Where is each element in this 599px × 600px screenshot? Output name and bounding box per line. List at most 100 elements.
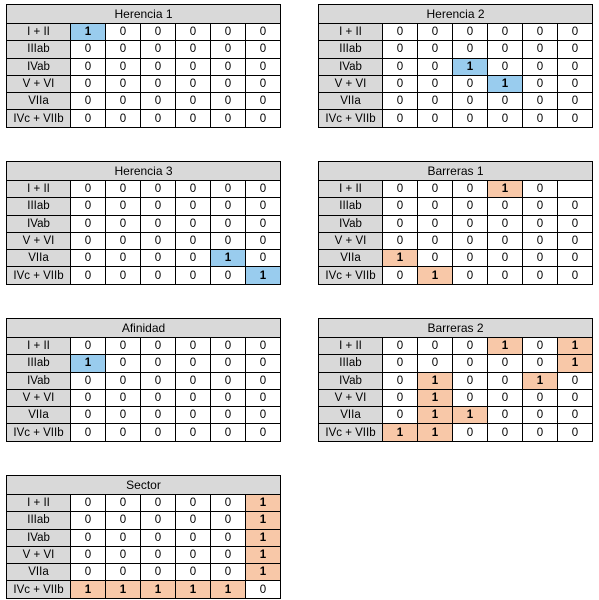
matrix-cell: 0: [140, 545, 176, 565]
matrix-cell: 0: [522, 388, 558, 408]
matrix-cell: 0: [210, 406, 246, 425]
matrix-cell: 0: [522, 336, 558, 356]
matrix-cell: 0: [105, 74, 141, 94]
row-label: I + II: [6, 22, 71, 42]
matrix-cell: 1: [452, 406, 488, 425]
matrix-cell: 0: [70, 40, 106, 59]
matrix-cell: 0: [140, 214, 176, 233]
matrix-cell: 0: [175, 336, 211, 356]
matrix-cell: 0: [245, 92, 281, 111]
matrix-cell: 0: [245, 580, 281, 599]
row-label: I + II: [6, 493, 71, 513]
matrix-cell: 0: [245, 354, 281, 373]
matrix-cell: 0: [245, 40, 281, 59]
matrix-row: V + VI 0 1 0 0 0 0: [318, 388, 593, 408]
matrix-cell: 0: [70, 231, 106, 251]
matrix-cell: 0: [382, 197, 418, 216]
matrix-cell: 0: [175, 109, 211, 128]
matrix-cell: 0: [452, 74, 488, 94]
row-label: VIIa: [318, 92, 383, 111]
matrix-cell: 0: [245, 388, 281, 408]
row-label: IVc + VIIb: [6, 423, 71, 442]
matrix-cell: 0: [140, 197, 176, 216]
matrix-cell: 0: [105, 197, 141, 216]
matrix-cell: 0: [557, 74, 593, 94]
matrix-cell: 0: [175, 92, 211, 111]
matrix-cell: 0: [105, 92, 141, 111]
matrix-cell: 0: [245, 179, 281, 199]
row-label: IIIab: [318, 197, 383, 216]
matrix-cell: 0: [140, 92, 176, 111]
row-label: I + II: [6, 179, 71, 199]
matrix-cell: 0: [452, 197, 488, 216]
matrix-row: V + VI 0 0 0 0 0 0: [6, 74, 281, 94]
matrix-cell: 0: [522, 40, 558, 59]
matrix-cell: 0: [245, 57, 281, 76]
matrix-cell: 0: [522, 179, 558, 199]
matrix-cell: 0: [210, 109, 246, 128]
matrix-cell: 0: [487, 197, 523, 216]
matrix-cell: 0: [487, 406, 523, 425]
matrix-cell: 0: [417, 354, 453, 373]
matrix-row: IVab 0 0 0 0 0 0: [318, 214, 593, 233]
matrix-cell: 0: [70, 197, 106, 216]
matrix-cell: 0: [382, 231, 418, 251]
matrix-cell: 0: [245, 336, 281, 356]
matrix-cell: 1: [245, 528, 281, 547]
matrix-cell: 0: [522, 406, 558, 425]
matrix-cell: 0: [210, 179, 246, 199]
matrix-row: IIIab 1 0 0 0 0 0: [6, 354, 281, 373]
matrix-row: VIIa 0 0 0 0 0 1: [6, 563, 281, 582]
matrix-cell: 0: [175, 563, 211, 582]
matrix-cell: 1: [175, 580, 211, 599]
matrix-title: Afinidad: [6, 318, 281, 338]
matrix-cell: 0: [417, 57, 453, 76]
matrix-cell: 0: [175, 266, 211, 285]
matrix-cell: 0: [452, 354, 488, 373]
matrix-cell: 0: [522, 22, 558, 42]
row-label: V + VI: [6, 545, 71, 565]
matrix-cell: 0: [452, 249, 488, 268]
matrix-cell: 0: [105, 511, 141, 530]
matrix-cell: 0: [140, 528, 176, 547]
matrix-cell: 1: [417, 371, 453, 390]
matrix-cell: 0: [105, 423, 141, 442]
row-label: IIIab: [318, 40, 383, 59]
matrix-row: IVc + VIIb 0 0 0 0 0 0: [6, 423, 281, 442]
matrix-row: IVab 0 1 0 0 1 0: [318, 371, 593, 390]
matrix-cell: 0: [487, 109, 523, 128]
matrix-cell: 0: [210, 336, 246, 356]
matrix-cell: 0: [175, 74, 211, 94]
matrix-cell: 0: [175, 40, 211, 59]
matrix-cell: 1: [417, 388, 453, 408]
matrix-cell: 0: [140, 406, 176, 425]
matrix-row: I + II 0 0 0 0 0 0: [6, 179, 281, 199]
matrix-cell: 0: [175, 197, 211, 216]
matrix-cell: 0: [105, 57, 141, 76]
matrix-cell: 0: [522, 92, 558, 111]
matrix-row: IIIab 0 0 0 0 0 0: [318, 197, 593, 216]
matrix-cell: 0: [105, 22, 141, 42]
matrix-cell: 1: [245, 511, 281, 530]
matrix-cell: 0: [210, 563, 246, 582]
matrix-cell: 0: [557, 231, 593, 251]
row-label: IVc + VIIb: [6, 109, 71, 128]
matrix-cell: 0: [452, 371, 488, 390]
matrix-cell: 0: [140, 57, 176, 76]
matrix-cell: 0: [210, 92, 246, 111]
row-label: VIIa: [318, 249, 383, 268]
row-label: V + VI: [318, 231, 383, 251]
row-label: IIIab: [6, 354, 71, 373]
matrix-cell: 0: [175, 528, 211, 547]
matrix-cell: 0: [105, 493, 141, 513]
matrix-cell: 0: [105, 388, 141, 408]
matrix-cell: 0: [175, 354, 211, 373]
matrix-cell: 0: [382, 336, 418, 356]
matrix-row: IIIab 0 0 0 0 0 0: [318, 40, 593, 59]
matrix-cell: 0: [140, 371, 176, 390]
matrix-cell: 0: [245, 197, 281, 216]
matrix-cell: 0: [522, 74, 558, 94]
matrix-cell: 0: [175, 388, 211, 408]
matrix-cell: 0: [140, 40, 176, 59]
